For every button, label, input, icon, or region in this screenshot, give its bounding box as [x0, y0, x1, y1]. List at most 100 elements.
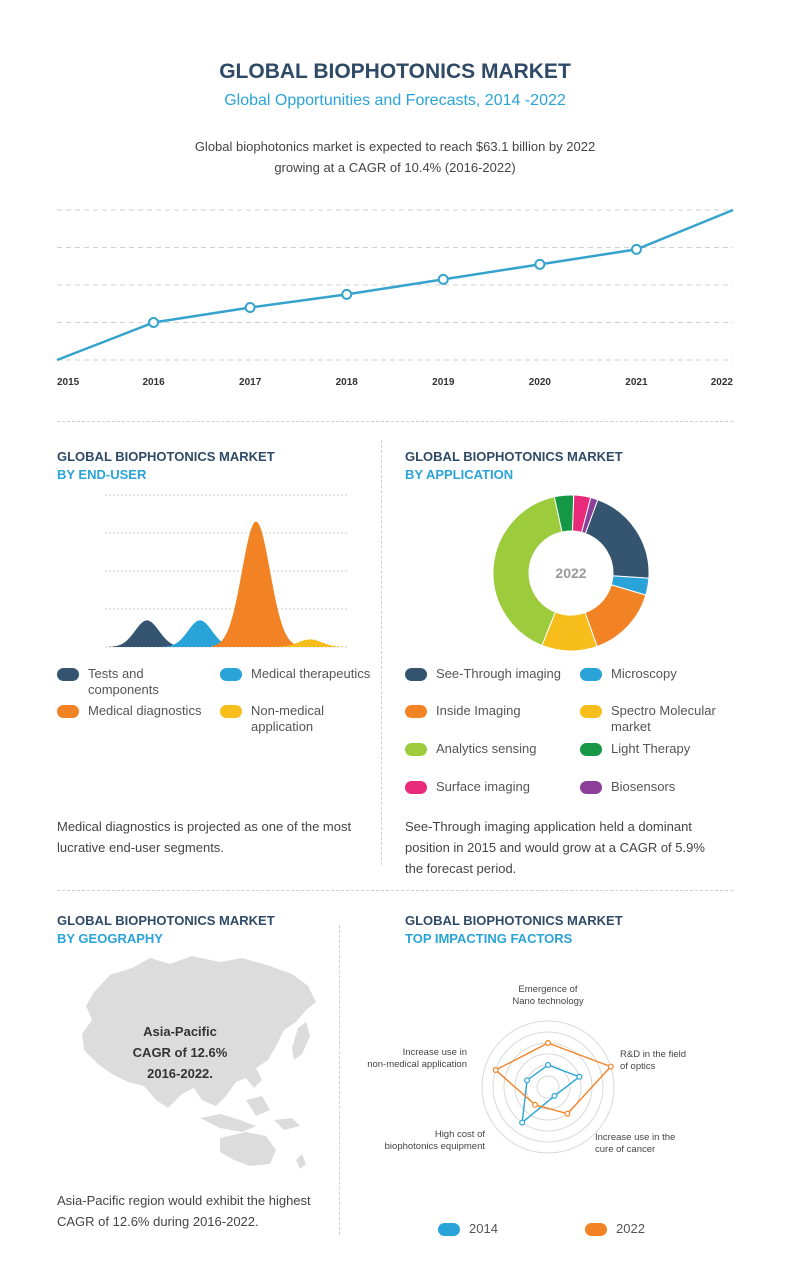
- legend-label: Non-medical application: [251, 703, 324, 734]
- application-note-line: the forecast period.: [405, 861, 517, 876]
- factors-legend-item: 2022: [585, 1221, 645, 1237]
- radar-axis-label: Increase use in non-medical application: [367, 1047, 467, 1070]
- radar-axis-label: Increase use in the cure of cancer: [595, 1132, 675, 1155]
- legend-swatch: [580, 705, 602, 718]
- data-point: [341, 288, 353, 300]
- legend-swatch: [405, 781, 427, 794]
- legend-label: 2022: [616, 1221, 645, 1236]
- radar-point: [607, 1063, 614, 1070]
- data-point: [630, 243, 642, 255]
- geography-subtitle: BY GEOGRAPHY: [57, 931, 163, 946]
- radar-point: [545, 1039, 552, 1046]
- donut-slice: [584, 499, 650, 579]
- radar-ring: [503, 1042, 593, 1132]
- radar-ring: [481, 1020, 615, 1154]
- legend-label: Microscopy: [611, 666, 677, 681]
- new-guinea-island: [274, 1118, 300, 1130]
- radar-point: [532, 1101, 539, 1108]
- column-divider-2: [339, 925, 340, 1235]
- application-heading: GLOBAL BIOPHOTONICS MARKET BY APPLICATIO…: [405, 449, 623, 482]
- application-note-line: position in 2015 and would grow at a CAG…: [405, 840, 705, 855]
- asia-pacific-map: [82, 956, 316, 1169]
- application-legend-item: Inside Imaging: [405, 703, 575, 719]
- area-series: [211, 521, 301, 647]
- radar-ring: [536, 1075, 560, 1099]
- end-user-legend-item: Non-medical application: [220, 703, 340, 735]
- legend-swatch: [580, 781, 602, 794]
- radar-point: [551, 1092, 558, 1099]
- application-legend-item: Analytics sensing: [405, 741, 575, 757]
- new-zealand-island: [296, 1154, 306, 1169]
- borneo-island: [246, 1096, 270, 1116]
- legend-label: Light Therapy: [611, 741, 691, 756]
- x-tick-label: 2015: [57, 377, 80, 388]
- x-tick-label: 2021: [625, 377, 648, 388]
- page-subtitle: Global Opportunities and Forecasts, 2014…: [224, 92, 566, 109]
- asia-landmass: [82, 956, 316, 1108]
- section-divider-2: [57, 890, 733, 891]
- application-legend-item: Biosensors: [580, 779, 730, 795]
- indonesia-islands: [200, 1114, 256, 1132]
- end-user-legend-item: Medical diagnostics: [57, 703, 207, 719]
- series-line: [56, 208, 734, 362]
- application-legend-item: See-Through imaging: [405, 666, 575, 682]
- region-cagr: CAGR of 12.6%: [132, 1045, 228, 1060]
- intro-line-2: growing at a CAGR of 10.4% (2016-2022): [274, 160, 516, 175]
- end-user-legend-item: Medical therapeutics: [220, 666, 380, 682]
- geography-note-line: CAGR of 12.6% during 2016-2022.: [57, 1214, 259, 1229]
- x-tick-label: 2017: [239, 377, 262, 388]
- legend-label: Inside Imaging: [436, 703, 521, 718]
- area-series: [271, 639, 349, 647]
- legend-swatch: [405, 668, 427, 681]
- legend-label: Tests and components: [88, 666, 159, 697]
- radar-point: [524, 1077, 531, 1084]
- page-title: GLOBAL BIOPHOTONICS MARKET: [219, 60, 571, 83]
- data-point: [437, 273, 449, 285]
- area-series: [161, 620, 239, 647]
- application-subtitle: BY APPLICATION: [405, 467, 514, 482]
- geography-note-line: Asia-Pacific region would exhibit the hi…: [57, 1193, 311, 1208]
- radar-point: [576, 1073, 583, 1080]
- legend-swatch: [57, 668, 79, 681]
- data-point: [534, 258, 546, 270]
- region-period: 2016-2022.: [147, 1066, 213, 1081]
- x-tick-label: 2018: [336, 377, 359, 388]
- factors-subtitle: TOP IMPACTING FACTORS: [405, 931, 573, 946]
- radar-series: [494, 1042, 612, 1115]
- section-divider-1: [57, 421, 733, 422]
- application-legend-item: Microscopy: [580, 666, 730, 682]
- japan-island: [292, 1022, 310, 1060]
- end-user-title: GLOBAL BIOPHOTONICS MARKET: [57, 449, 275, 464]
- legend-label: Spectro Molecular market: [611, 703, 716, 734]
- application-donut-chart: 2022: [492, 494, 650, 652]
- intro-line-1: Global biophotonics market is expected t…: [194, 139, 596, 154]
- geography-heading: GLOBAL BIOPHOTONICS MARKET BY GEOGRAPHY: [57, 913, 275, 946]
- donut-slice: [492, 496, 563, 647]
- area-series: [108, 620, 186, 647]
- application-legend-item: Spectro Molecular market: [580, 703, 730, 735]
- radar-axis-label: High cost of biophotonics equipment: [385, 1129, 486, 1152]
- data-point: [148, 317, 160, 328]
- legend-label: Biosensors: [611, 779, 676, 794]
- radar-series: [521, 1064, 581, 1125]
- legend-label: Medical diagnostics: [88, 703, 202, 718]
- market-growth-line-chart: 2015 2016 2017 2018 2019 2020 2021 2022: [56, 208, 734, 388]
- region-name: Asia-Pacific: [143, 1024, 217, 1039]
- legend-swatch: [580, 743, 602, 756]
- end-user-subtitle: BY END-USER: [57, 467, 147, 482]
- legend-swatch: [220, 668, 242, 681]
- end-user-legend-item: Tests and components: [57, 666, 207, 698]
- geography-title: GLOBAL BIOPHOTONICS MARKET: [57, 913, 275, 928]
- factors-radar-chart: Emergence of Nano technology R&D in the fi…: [367, 984, 686, 1155]
- x-tick-label: 2022: [711, 377, 734, 388]
- legend-swatch: [585, 1223, 607, 1236]
- factors-heading: GLOBAL BIOPHOTONICS MARKET TOP IMPACTING…: [405, 913, 623, 946]
- end-user-note: Medical diagnostics is projected as one …: [57, 816, 367, 858]
- legend-swatch: [405, 743, 427, 756]
- end-user-note-line: Medical diagnostics is projected as one …: [57, 819, 352, 834]
- legend-swatch: [405, 705, 427, 718]
- radar-point: [492, 1067, 499, 1074]
- radar-ring: [492, 1031, 604, 1143]
- application-title: GLOBAL BIOPHOTONICS MARKET: [405, 449, 623, 464]
- data-point: [244, 302, 256, 313]
